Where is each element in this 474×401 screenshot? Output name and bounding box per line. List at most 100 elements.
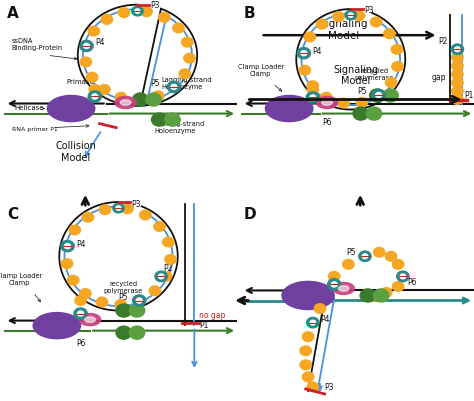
Circle shape [140, 211, 151, 220]
Circle shape [171, 85, 177, 90]
Ellipse shape [152, 114, 167, 127]
Ellipse shape [116, 304, 131, 317]
Circle shape [133, 295, 146, 306]
Circle shape [302, 372, 314, 382]
Text: P6: P6 [322, 117, 332, 126]
Circle shape [64, 244, 71, 249]
Circle shape [115, 93, 127, 103]
Text: P4: P4 [95, 38, 104, 47]
Circle shape [392, 282, 404, 292]
Circle shape [78, 311, 83, 316]
Circle shape [173, 24, 184, 34]
Circle shape [182, 38, 193, 48]
Circle shape [101, 16, 112, 25]
Circle shape [86, 73, 98, 83]
Circle shape [314, 304, 326, 314]
Ellipse shape [265, 96, 313, 122]
Ellipse shape [353, 108, 368, 121]
Ellipse shape [47, 96, 95, 122]
Circle shape [134, 95, 146, 105]
Circle shape [452, 45, 463, 55]
Circle shape [400, 274, 406, 279]
Circle shape [99, 85, 110, 95]
Circle shape [96, 298, 108, 307]
Circle shape [300, 346, 311, 356]
Circle shape [82, 213, 93, 223]
Text: P3: P3 [325, 382, 334, 391]
Text: ssDNA
Binding-Protein: ssDNA Binding-Protein [12, 38, 63, 51]
Ellipse shape [146, 94, 161, 107]
Ellipse shape [116, 326, 131, 339]
Ellipse shape [129, 304, 145, 317]
Circle shape [359, 251, 371, 262]
Circle shape [116, 207, 121, 211]
Circle shape [61, 241, 74, 252]
Circle shape [88, 91, 101, 103]
Circle shape [353, 12, 365, 22]
Circle shape [392, 260, 404, 269]
Ellipse shape [282, 282, 334, 310]
Circle shape [343, 260, 354, 269]
Ellipse shape [316, 97, 337, 109]
Circle shape [452, 71, 463, 80]
Circle shape [359, 252, 371, 261]
Circle shape [307, 382, 319, 392]
Text: P2: P2 [164, 264, 173, 273]
Circle shape [184, 54, 195, 64]
Circle shape [348, 14, 353, 18]
Circle shape [159, 14, 170, 23]
Text: D: D [244, 207, 257, 221]
Circle shape [391, 45, 402, 55]
Ellipse shape [333, 283, 354, 295]
Text: Clamp Loader
Clamp: Clamp Loader Clamp [237, 64, 284, 77]
Text: Lagging-strand
Holoenzyme: Lagging-strand Holoenzyme [161, 77, 212, 90]
Text: P4: P4 [320, 314, 329, 323]
Circle shape [62, 242, 73, 251]
Circle shape [163, 238, 174, 247]
Circle shape [320, 93, 332, 103]
Ellipse shape [79, 314, 100, 326]
Circle shape [397, 271, 409, 282]
Circle shape [61, 259, 73, 269]
Circle shape [392, 63, 403, 72]
Circle shape [307, 318, 319, 328]
Circle shape [154, 222, 165, 232]
Ellipse shape [322, 101, 332, 106]
Circle shape [452, 54, 463, 63]
Circle shape [310, 96, 316, 101]
Text: Helicase: Helicase [14, 104, 44, 110]
Circle shape [451, 45, 464, 55]
Text: P4: P4 [312, 47, 322, 56]
Circle shape [179, 70, 191, 79]
Circle shape [300, 360, 311, 370]
Text: recycled
polymerase: recycled polymerase [355, 68, 394, 81]
Text: Clamp Loader
Clamp: Clamp Loader Clamp [0, 273, 42, 286]
Circle shape [122, 205, 133, 214]
Circle shape [167, 82, 181, 93]
Text: RNA primer P1: RNA primer P1 [12, 126, 58, 131]
Circle shape [165, 255, 176, 265]
Text: P5: P5 [357, 87, 367, 96]
Ellipse shape [338, 286, 349, 292]
Circle shape [366, 292, 378, 302]
Circle shape [455, 48, 460, 53]
Circle shape [370, 18, 382, 28]
Text: P1: P1 [199, 320, 209, 329]
Text: no gap: no gap [199, 310, 226, 319]
Ellipse shape [133, 94, 148, 107]
Circle shape [381, 288, 392, 298]
Text: P4: P4 [76, 239, 85, 249]
Text: Signaling
Model: Signaling Model [333, 65, 378, 86]
Circle shape [362, 254, 368, 259]
Circle shape [307, 318, 319, 328]
Circle shape [356, 98, 368, 108]
Ellipse shape [366, 108, 382, 121]
Circle shape [374, 248, 385, 257]
Ellipse shape [33, 313, 81, 339]
Circle shape [83, 44, 90, 49]
Text: A: A [7, 6, 19, 21]
Text: gap: gap [431, 73, 446, 82]
Circle shape [452, 62, 463, 72]
Text: P5: P5 [118, 292, 128, 301]
Circle shape [333, 13, 344, 22]
